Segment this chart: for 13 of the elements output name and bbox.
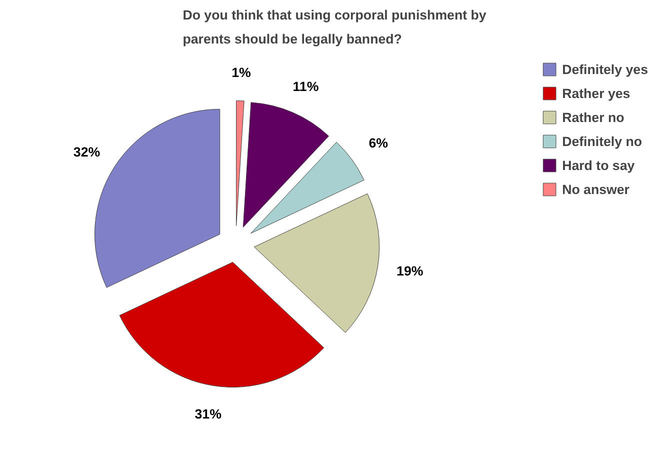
data-label: 19% [396, 263, 424, 278]
chart-title: Do you think that using corporal punishment by parents should be legally banned? [182, 8, 487, 46]
legend-label: Hard to say [562, 158, 635, 172]
data-label: 31% [194, 406, 222, 422]
legend-label: No answer [562, 182, 630, 196]
legend-label: Definitely no [562, 134, 642, 148]
data-label: 1% [232, 64, 251, 80]
legend-label: Rather no [562, 110, 624, 124]
legend-label: Rather yes [562, 86, 630, 100]
legend-label: Definitely yes [562, 62, 648, 76]
data-label: 6% [368, 136, 388, 151]
data-label: 11% [292, 78, 319, 94]
data-label: 32% [73, 144, 100, 160]
